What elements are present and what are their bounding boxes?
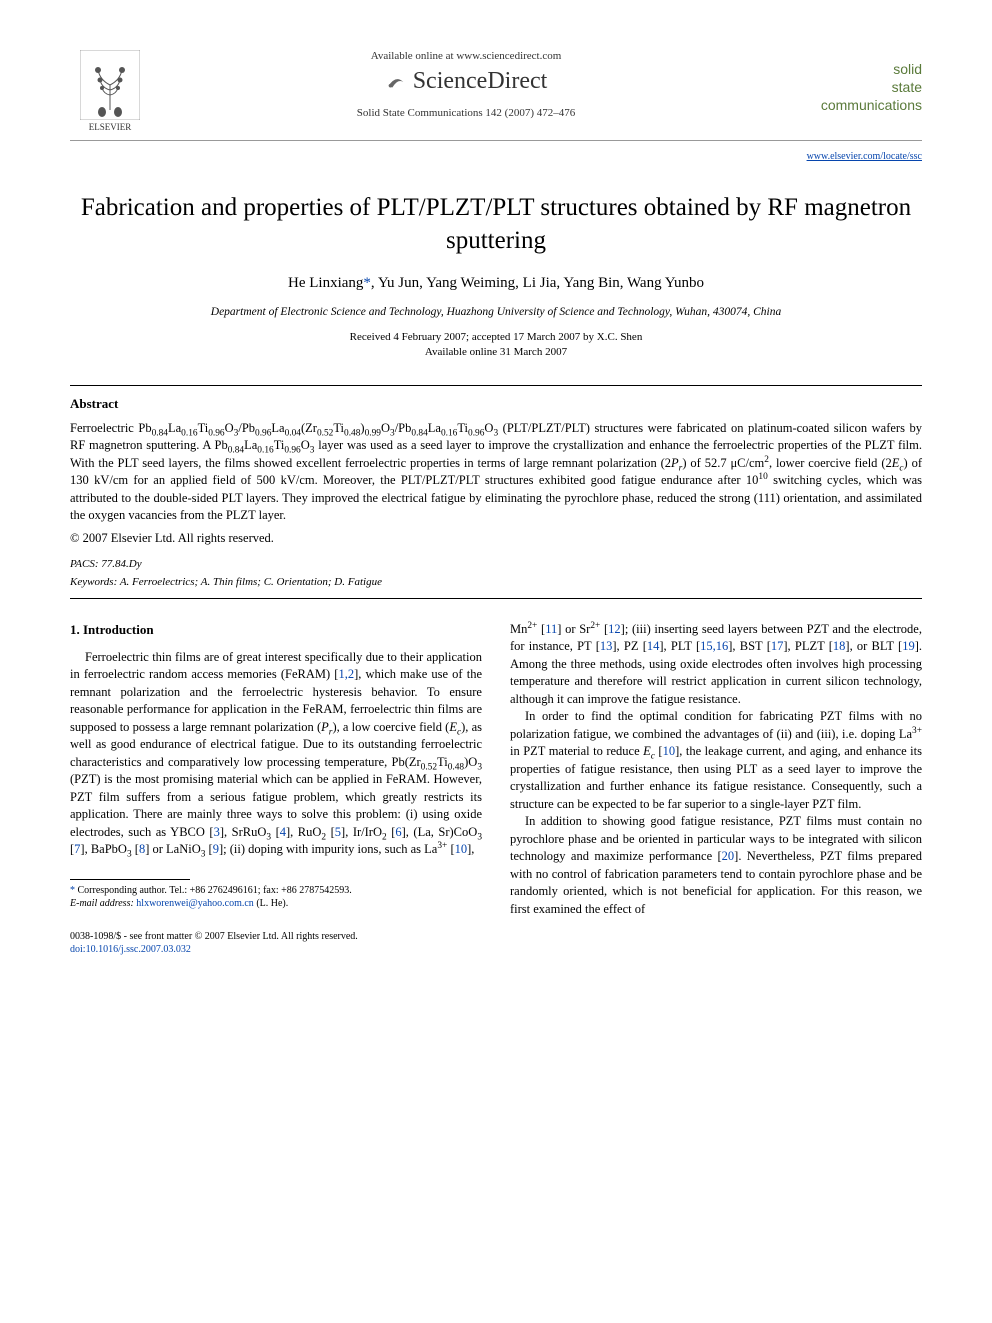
keywords-label: Keywords: <box>70 576 117 588</box>
left-column: 1. Introduction Ferroelectric thin films… <box>70 621 482 956</box>
journal-url-link[interactable]: www.elsevier.com/locate/ssc <box>807 151 922 162</box>
sciencedirect-label: ScienceDirect <box>413 68 548 95</box>
page-footer: 0038-1098/$ - see front matter © 2007 El… <box>70 930 482 956</box>
available-online-text: Available online at www.sciencedirect.co… <box>170 50 762 62</box>
intro-paragraph-2: In order to find the optimal condition f… <box>510 708 922 813</box>
abstract-heading: Abstract <box>70 396 922 412</box>
section-1-heading: 1. Introduction <box>70 621 482 639</box>
corresponding-author-footnote: * Corresponding author. Tel.: +86 276249… <box>70 884 482 910</box>
journal-name-line2: state <box>782 78 922 96</box>
doi-label: doi: <box>70 944 86 955</box>
affiliation: Department of Electronic Science and Tec… <box>70 306 922 318</box>
pacs-line: PACS: 77.84.Dy <box>70 558 922 570</box>
email-suffix: (L. He). <box>256 898 288 909</box>
keywords-value: A. Ferroelectrics; A. Thin films; C. Ori… <box>120 576 382 588</box>
elsevier-logo: ELSEVIER <box>70 50 150 132</box>
doi-value[interactable]: 10.1016/j.ssc.2007.03.032 <box>86 944 191 955</box>
journal-name-line3: communications <box>782 96 922 114</box>
corr-author-line: * Corresponding author. Tel.: +86 276249… <box>70 884 482 897</box>
copyright-line: © 2007 Elsevier Ltd. All rights reserved… <box>70 531 922 546</box>
footnote-rule <box>70 879 190 880</box>
elsevier-tree-icon <box>80 50 140 120</box>
email-line: E-mail address: hlxworenwei@yahoo.com.cn… <box>70 897 482 910</box>
keywords-line: Keywords: A. Ferroelectrics; A. Thin fil… <box>70 576 922 588</box>
received-date: Received 4 February 2007; accepted 17 Ma… <box>70 330 922 345</box>
article-dates: Received 4 February 2007; accepted 17 Ma… <box>70 330 922 361</box>
intro-paragraph-1: Ferroelectric thin films are of great in… <box>70 649 482 859</box>
pacs-value: 77.84.Dy <box>101 558 141 570</box>
center-header: Available online at www.sciencedirect.co… <box>150 50 782 119</box>
header-bar: ELSEVIER Available online at www.science… <box>70 50 922 141</box>
body-columns: 1. Introduction Ferroelectric thin films… <box>70 621 922 956</box>
journal-reference: Solid State Communications 142 (2007) 47… <box>170 107 762 119</box>
doi-line: doi:10.1016/j.ssc.2007.03.032 <box>70 943 482 956</box>
elsevier-label: ELSEVIER <box>70 122 150 132</box>
authors-list: He Linxiang*, Yu Jun, Yang Weiming, Li J… <box>70 275 922 292</box>
sciencedirect-logo[interactable]: ScienceDirect <box>170 68 762 95</box>
journal-name-box: solid state communications <box>782 50 922 115</box>
right-column: Mn2+ [11] or Sr2+ [12]; (iii) inserting … <box>510 621 922 956</box>
abstract-body: Ferroelectric Pb0.84La0.16Ti0.96O3/Pb0.9… <box>70 420 922 525</box>
article-title: Fabrication and properties of PLT/PLZT/P… <box>70 192 922 257</box>
intro-paragraph-1-cont: Mn2+ [11] or Sr2+ [12]; (iii) inserting … <box>510 621 922 709</box>
journal-name-line1: solid <box>782 60 922 78</box>
intro-paragraph-3: In addition to showing good fatigue resi… <box>510 813 922 918</box>
abstract-top-rule <box>70 385 922 386</box>
email-address[interactable]: hlxworenwei@yahoo.com.cn <box>136 898 254 909</box>
abstract-bottom-rule <box>70 598 922 599</box>
sciencedirect-swoosh-icon <box>385 71 407 93</box>
email-label: E-mail address: <box>70 898 134 909</box>
journal-url[interactable]: www.elsevier.com/locate/ssc <box>70 151 922 162</box>
available-online-date: Available online 31 March 2007 <box>70 345 922 360</box>
pacs-label: PACS: <box>70 558 99 570</box>
page-container: ELSEVIER Available online at www.science… <box>0 0 992 996</box>
issn-line: 0038-1098/$ - see front matter © 2007 El… <box>70 930 482 943</box>
